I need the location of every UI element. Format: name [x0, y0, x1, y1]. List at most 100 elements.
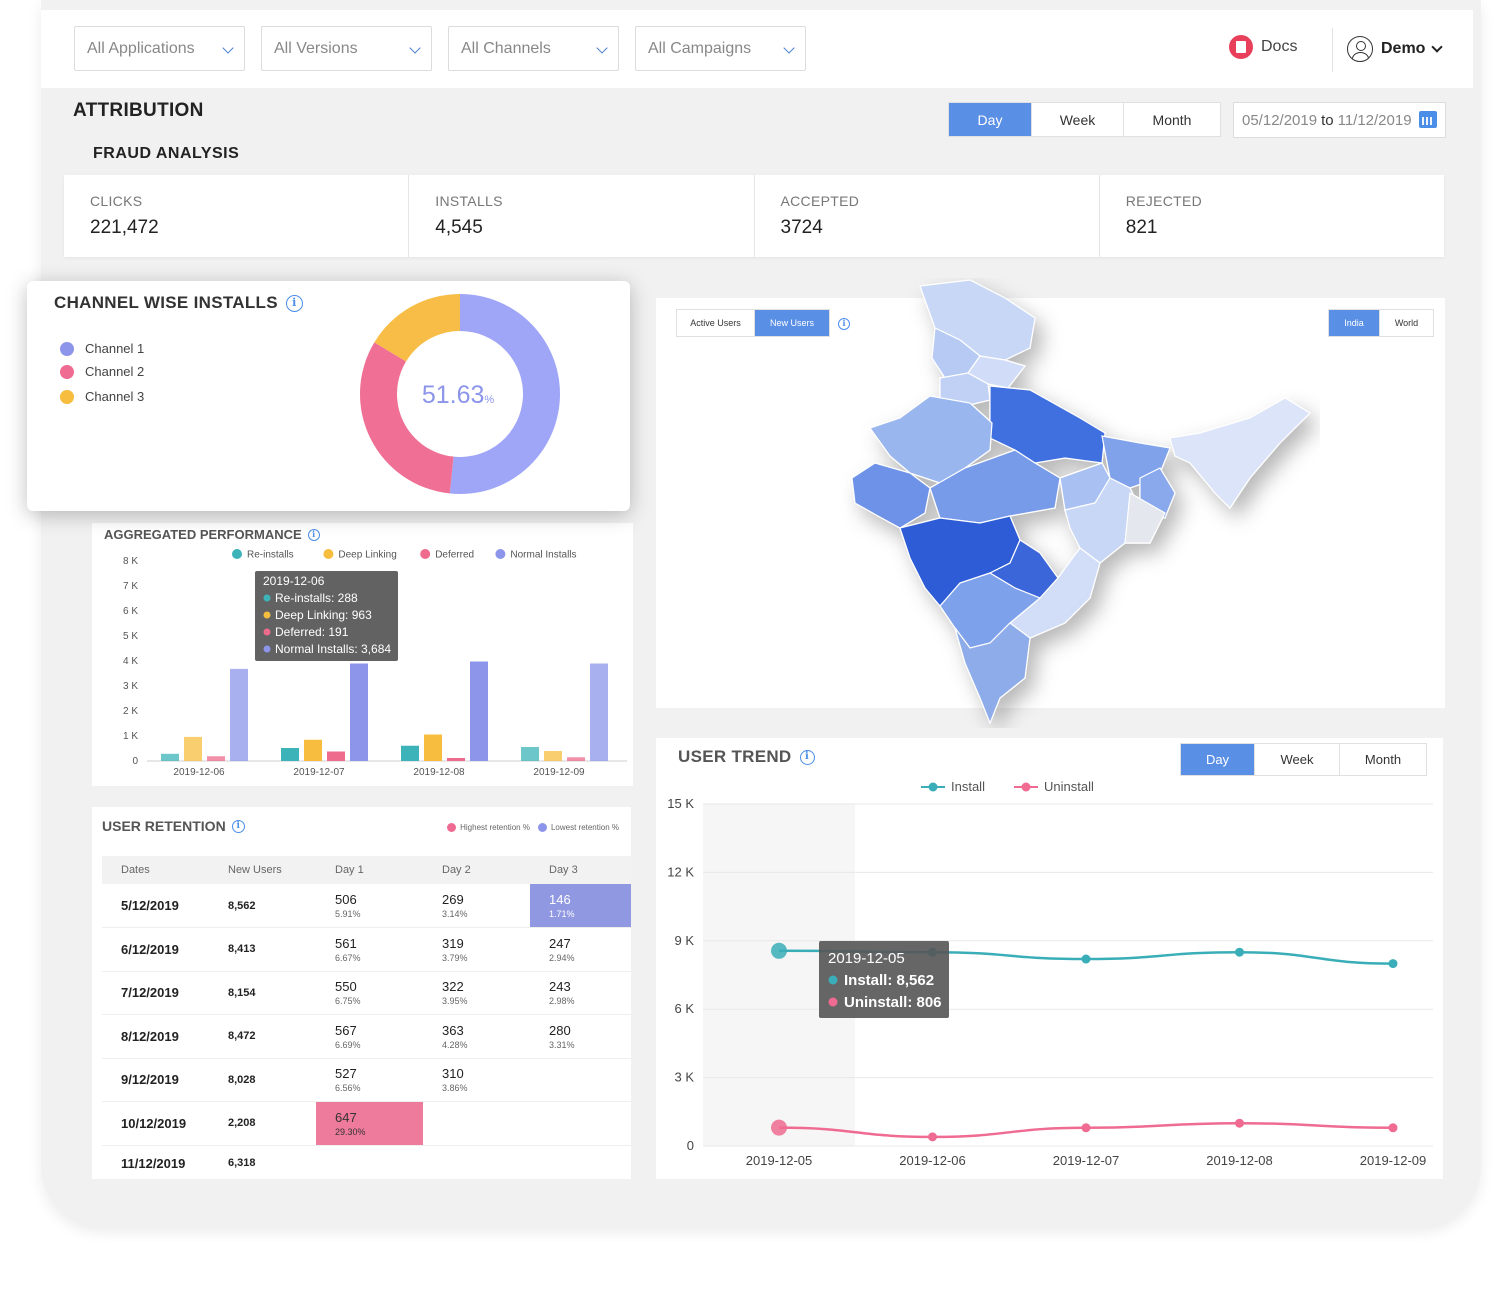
retention-cell: 550 6.75%	[316, 971, 423, 1015]
bar-deferred[interactable]	[567, 757, 585, 761]
data-point-uninstall[interactable]	[1081, 1123, 1091, 1133]
aggregated-performance-card: AGGREGATED PERFORMANCE i Re-installs Deep …	[92, 523, 633, 786]
retention-cell: 319 3.79%	[423, 927, 530, 972]
table-row[interactable]: 10/12/2019 2,208 647 29.30%	[102, 1101, 631, 1146]
bar-deferred[interactable]	[207, 756, 225, 761]
map-region[interactable]	[851, 462, 931, 529]
bar-deferred[interactable]	[447, 758, 465, 761]
date-separator: to	[1321, 111, 1334, 129]
calendar-icon[interactable]	[1419, 111, 1437, 128]
stat-value: 821	[1125, 217, 1158, 238]
retention-table: Dates New Users Day 1 Day 2 Day 3 5/12/2…	[102, 856, 631, 1181]
legend-label: Uninstall	[1044, 779, 1094, 794]
map-region[interactable]	[1124, 492, 1166, 544]
india-button[interactable]: India	[1329, 310, 1380, 336]
data-point-uninstall[interactable]	[1388, 1123, 1398, 1133]
bar-normal-installs[interactable]	[470, 661, 488, 762]
world-button[interactable]: World	[1394, 318, 1419, 328]
data-point-install[interactable]	[771, 942, 787, 959]
donut-slice-channel-2[interactable]	[360, 342, 454, 494]
row-new-users: 8,562	[209, 884, 316, 928]
docs-label: Docs	[1261, 38, 1298, 55]
docs-link[interactable]: Docs	[1229, 35, 1297, 59]
data-point-install[interactable]	[1388, 959, 1398, 969]
map-region[interactable]	[1169, 397, 1311, 509]
aggregated-performance-chart[interactable]: Re-installs Deep Linking Deferred Normal In…	[92, 543, 633, 786]
new-users-button[interactable]: New Users	[755, 310, 829, 336]
info-icon[interactable]: i	[285, 294, 303, 312]
table-row[interactable]: 6/12/2019 8,413 561 6.67% 319 3.79% 247 2.94%	[102, 927, 631, 972]
bar-deep-linking[interactable]	[184, 736, 202, 761]
data-point-uninstall[interactable]	[771, 1119, 787, 1136]
row-date: 11/12/2019	[121, 1155, 186, 1171]
y-tick-label: 0	[687, 1138, 694, 1153]
table-row[interactable]: 8/12/2019 8,472 567 6.69% 363 4.28% 280 3.31%	[102, 1014, 631, 1059]
retention-cell	[423, 1145, 530, 1181]
info-icon[interactable]: i	[799, 749, 815, 765]
map-region[interactable]	[954, 622, 1031, 725]
tooltip-line: Deep Linking: 963	[275, 608, 372, 622]
table-row[interactable]: 7/12/2019 8,154 550 6.75% 322 3.95% 243 2.98%	[102, 971, 631, 1015]
data-point-uninstall[interactable]	[1235, 1118, 1244, 1128]
y-tick-label: 12 K	[667, 864, 694, 879]
bar-deferred[interactable]	[327, 751, 345, 762]
page-title: ATTRIBUTION	[73, 100, 204, 121]
bar-normal-installs[interactable]	[350, 663, 368, 762]
data-point-install[interactable]	[1235, 947, 1244, 957]
tooltip-dot	[263, 628, 271, 636]
bar-re-installs[interactable]	[281, 748, 299, 761]
trend-month-button[interactable]: Month	[1364, 752, 1402, 767]
donut-slice-channel-1[interactable]	[449, 294, 560, 494]
data-point-install[interactable]	[1081, 954, 1091, 964]
donut-slice-channel-3[interactable]	[374, 294, 460, 362]
legend-item[interactable]: Channel 3	[60, 389, 144, 404]
tooltip-box	[255, 571, 398, 661]
channels-dropdown[interactable]: All Channels	[448, 26, 619, 71]
table-row[interactable]: 5/12/2019 8,562 506 5.91% 269 3.14% 146 1.71%	[102, 884, 631, 928]
bar-normal-installs[interactable]	[590, 663, 608, 762]
retention-percent: 4.28%	[442, 1039, 468, 1050]
legend-label: Re-installs	[247, 550, 294, 561]
legend-label: Highest retention %	[460, 823, 530, 832]
x-tick-label: 2019-12-05	[746, 1153, 813, 1168]
retention-cell	[530, 1145, 631, 1181]
chevron-down-icon	[596, 42, 608, 54]
channel-legend: Channel 1 Channel 2 Channel 3	[60, 341, 144, 414]
legend-item[interactable]: Channel 2	[60, 364, 144, 379]
tooltip-box	[819, 941, 949, 1018]
table-row[interactable]: 11/12/2019 6,318	[102, 1145, 631, 1181]
campaigns-dropdown[interactable]: All Campaigns	[635, 26, 806, 71]
y-tick-label: 8 K	[123, 556, 138, 567]
bar-re-installs[interactable]	[521, 747, 539, 761]
trend-week-button[interactable]: Week	[1255, 744, 1340, 775]
map-region[interactable]	[869, 395, 993, 484]
table-row[interactable]: 9/12/2019 8,028 527 6.56% 310 3.86%	[102, 1058, 631, 1102]
bar-re-installs[interactable]	[161, 753, 179, 761]
active-users-button[interactable]: Active Users	[677, 310, 755, 336]
chevron-down-icon	[409, 42, 421, 54]
bar-deep-linking[interactable]	[424, 734, 442, 762]
applications-dropdown[interactable]: All Applications	[74, 26, 245, 71]
period-week-button[interactable]: Week	[1032, 103, 1124, 136]
bar-normal-installs[interactable]	[230, 668, 248, 761]
versions-dropdown[interactable]: All Versions	[261, 26, 432, 71]
trend-day-button[interactable]: Day	[1181, 744, 1255, 775]
info-icon[interactable]: i	[838, 318, 850, 330]
retention-percent: 29.30%	[335, 1126, 366, 1137]
period-month-button[interactable]: Month	[1152, 111, 1192, 128]
bar-deep-linking[interactable]	[544, 751, 562, 761]
map-region[interactable]	[989, 385, 1106, 464]
bar-deep-linking[interactable]	[304, 739, 322, 761]
retention-title: USER RETENTION i	[102, 818, 245, 834]
date-range-picker[interactable]: 05/12/2019 to 11/12/2019	[1233, 102, 1446, 138]
bar-re-installs[interactable]	[401, 745, 419, 761]
user-menu[interactable]: Demo	[1347, 36, 1444, 62]
legend-item[interactable]: Channel 1	[60, 341, 144, 356]
section-title: FRAUD ANALYSIS	[93, 145, 240, 162]
data-point-uninstall[interactable]	[928, 1132, 937, 1142]
info-icon[interactable]: i	[307, 528, 320, 541]
info-icon[interactable]: i	[231, 819, 245, 833]
user-trend-chart[interactable]: Install Uninstall 0 3 K 6 K 9 K 12 K 15 K 2019-1…	[656, 778, 1443, 1178]
channel-donut-chart[interactable]: 51.63%	[327, 281, 577, 511]
period-day-button[interactable]: Day	[949, 103, 1032, 136]
